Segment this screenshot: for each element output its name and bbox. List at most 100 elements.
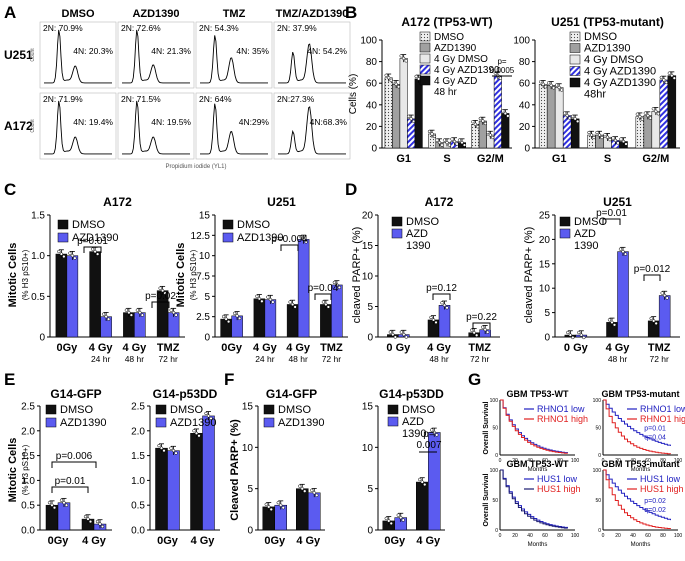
data-point: [557, 85, 561, 90]
data-point: [662, 78, 666, 82]
bar: [493, 75, 502, 149]
data-point: [101, 312, 106, 316]
flow-histogram: [200, 35, 268, 84]
bar: [407, 118, 416, 149]
data-point: [326, 305, 331, 309]
flow-box: [273, 21, 351, 89]
data-point: [95, 519, 100, 524]
data-point: [402, 56, 406, 61]
x-tick-label: 100: [571, 533, 580, 539]
y-axis-label: Mitotic Cells: [175, 243, 187, 308]
y-tick-label: 60: [519, 79, 531, 90]
data-point: [88, 519, 93, 524]
x-tick-label: 20: [615, 458, 621, 464]
legend-swatch: [387, 416, 399, 427]
data-point: [648, 116, 652, 120]
panel-letter-B: B: [345, 3, 357, 22]
bar: [392, 84, 401, 149]
category-label: TMZ: [648, 342, 671, 354]
p-value: p=0.12: [426, 283, 457, 294]
data-point: [663, 293, 667, 298]
category-label: G2/M: [642, 153, 669, 165]
y-tick-label: 100: [360, 36, 377, 47]
y-tick-label: 0: [367, 333, 373, 344]
data-point: [324, 302, 328, 307]
flow-2n-label: 2N: 54.3%: [199, 23, 239, 33]
data-point: [50, 503, 54, 507]
legend-label: 48hr: [584, 89, 606, 101]
data-point: [194, 431, 199, 435]
data-point: [47, 501, 52, 505]
flow-histogram: [278, 43, 346, 84]
y-tick-label: 2.5: [131, 402, 145, 413]
legend-label: 4 Gy DMSO: [584, 54, 644, 66]
y-axis-label: cleaved PARP+ (%): [351, 227, 363, 324]
data-point: [298, 484, 302, 488]
category-sublabel: 48 hr: [429, 354, 449, 364]
data-point: [197, 434, 201, 438]
data-point: [563, 111, 567, 115]
bar: [384, 77, 393, 149]
flow-4n-label: 4N:68.3%: [310, 117, 348, 127]
y-tick-label: 100: [490, 468, 499, 474]
category-sublabel: 48 hr: [288, 354, 308, 364]
legend-swatch: [419, 31, 431, 42]
p-value: p=0.01: [77, 236, 108, 247]
category-label: 0Gy: [264, 535, 286, 547]
chart-title: U251: [603, 195, 632, 209]
flow-4n-label: 4N: 35%: [236, 46, 269, 56]
legend-swatch: [45, 404, 57, 415]
data-point: [418, 477, 422, 482]
data-point: [206, 414, 211, 418]
data-point: [420, 480, 424, 484]
data-point: [427, 129, 432, 134]
y-tick-label: 0.5: [131, 501, 145, 512]
flow-2n-label: 2N: 37.9%: [277, 23, 317, 33]
data-point: [568, 333, 572, 337]
y-tick-label: 50: [595, 426, 601, 432]
data-point: [430, 132, 434, 136]
data-point: [407, 114, 411, 118]
flow-4n-label: 4N: 19.4%: [73, 117, 113, 127]
y-tick-label: 2.0: [21, 426, 35, 437]
bar: [658, 295, 671, 338]
y-tick-label: 5: [367, 484, 373, 495]
data-point: [412, 119, 416, 123]
y-tick-label: 0: [371, 144, 377, 155]
data-point: [610, 320, 614, 325]
legend-swatch: [57, 219, 69, 230]
legend-label: AZD1390: [170, 417, 216, 429]
legend-label: HUS1 low: [537, 474, 578, 484]
y-tick-label: 15: [199, 211, 211, 222]
y-tick-label: 15: [242, 402, 254, 413]
x-axis-label: Months: [528, 542, 548, 548]
data-point: [623, 252, 628, 256]
survival-curve-high: [603, 399, 671, 455]
legend-swatch: [419, 53, 431, 64]
p-value: 0.0005: [490, 66, 515, 75]
y-tick-label: 10: [199, 251, 211, 262]
data-point: [237, 316, 242, 321]
data-point: [440, 143, 444, 147]
data-point: [452, 139, 457, 144]
legend-label: DMSO: [278, 404, 311, 416]
bar: [643, 115, 653, 149]
legend-label: AZD1390: [237, 232, 283, 244]
y-tick-label: 40: [519, 100, 531, 111]
category-sublabel: 72 hr: [470, 354, 490, 364]
y-tick-label: 15: [539, 259, 551, 270]
data-point: [159, 446, 164, 450]
category-label: S: [443, 153, 450, 165]
data-point: [434, 320, 438, 325]
data-point: [293, 305, 297, 309]
y-tick-label: 10: [362, 272, 374, 283]
bar: [66, 255, 79, 338]
data-point: [301, 237, 306, 242]
significance-bracket: [432, 293, 451, 300]
y-tick-label: 5: [204, 292, 210, 303]
bar: [554, 87, 564, 149]
y-tick-label: 7.5: [196, 272, 210, 283]
panel-letter-G: G: [468, 370, 481, 389]
x-tick-label: 80: [557, 533, 563, 539]
bar: [501, 113, 510, 149]
